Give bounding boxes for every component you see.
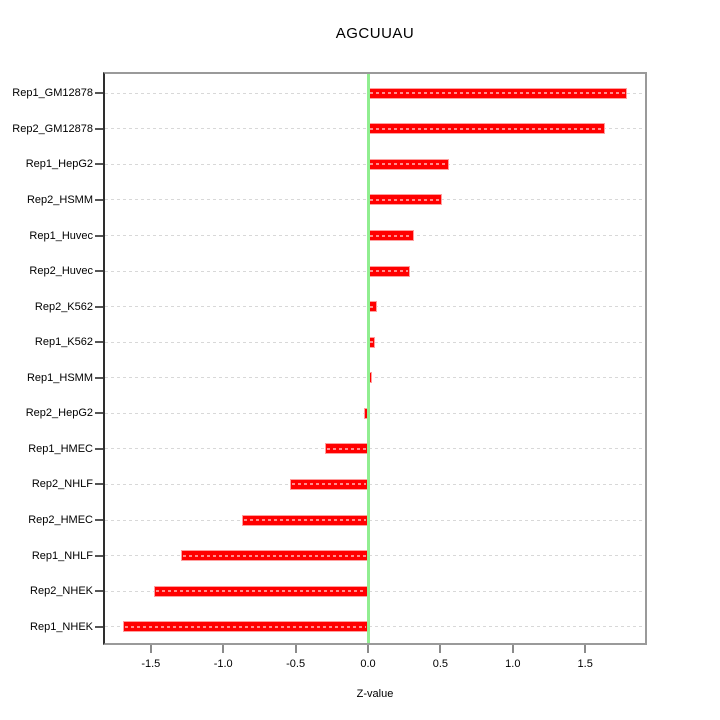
bar-Rep2_NHEK <box>153 585 368 597</box>
category-label: Rep1_Huvec <box>29 229 93 242</box>
y-tick-mark <box>95 234 103 237</box>
y-tick-mark <box>95 625 103 628</box>
gridline <box>105 412 645 414</box>
category-label: Rep2_GM12878 <box>12 122 93 135</box>
bar-Rep2_Huvec <box>368 265 410 277</box>
x-tick-mark <box>222 645 225 653</box>
category-label: Rep1_K562 <box>34 336 93 349</box>
x-tick-mark <box>149 645 152 653</box>
y-tick-mark <box>95 92 103 95</box>
category-label: Rep1_NHLF <box>31 549 93 562</box>
category-label: Rep1_HepG2 <box>25 158 93 171</box>
bar-Rep2_HMEC <box>242 514 368 526</box>
category-label: Rep2_K562 <box>34 300 93 313</box>
bar-Rep1_GM12878 <box>368 87 628 99</box>
category-label: Rep2_HMEC <box>28 514 93 527</box>
gridline <box>105 626 645 628</box>
x-tick-label: 0.5 <box>432 658 449 670</box>
x-tick-mark <box>511 645 514 653</box>
y-tick-mark <box>95 270 103 273</box>
chart-title: AGCUUAU <box>335 25 415 42</box>
y-tick-mark <box>95 483 103 486</box>
bar-Rep2_HSMM <box>368 194 442 206</box>
category-label: Rep1_GM12878 <box>12 87 93 100</box>
gridline <box>105 483 645 485</box>
x-tick-label: 0.0 <box>360 658 376 670</box>
category-label: Rep2_HepG2 <box>25 407 93 420</box>
category-label: Rep1_HSMM <box>26 371 93 384</box>
zero-reference-line <box>366 74 370 643</box>
y-tick-mark <box>95 447 103 450</box>
plot-area <box>103 72 647 645</box>
bar-Rep1_HepG2 <box>368 158 450 170</box>
category-label: Rep1_HMEC <box>28 442 93 455</box>
x-tick-mark <box>367 645 369 653</box>
y-tick-mark <box>95 519 103 522</box>
bar-Rep2_GM12878 <box>368 123 606 135</box>
y-tick-mark <box>95 341 103 344</box>
gridline <box>105 555 645 557</box>
category-label: Rep2_NHLF <box>31 478 93 491</box>
x-axis-title: Z-value <box>356 688 394 700</box>
y-tick-mark <box>95 590 103 593</box>
y-tick-mark <box>95 198 103 201</box>
bar-Rep1_NHEK <box>123 621 368 633</box>
gridline <box>105 448 645 450</box>
bar-Rep2_NHLF <box>289 478 368 490</box>
bar-Rep1_Huvec <box>368 230 415 242</box>
y-tick-mark <box>95 305 103 308</box>
bar-Rep1_HMEC <box>324 443 368 455</box>
category-label: Rep1_NHEK <box>30 620 93 633</box>
y-tick-mark <box>95 554 103 557</box>
gridline <box>105 377 645 379</box>
x-tick-label: 1.5 <box>577 658 593 670</box>
category-label: Rep2_HSMM <box>26 193 93 206</box>
y-tick-mark <box>95 376 103 379</box>
x-tick-mark <box>439 645 442 653</box>
category-label: Rep2_Huvec <box>29 265 93 278</box>
y-tick-mark <box>95 412 103 415</box>
category-label: Rep2_NHEK <box>30 585 93 598</box>
y-tick-mark <box>95 163 103 166</box>
x-tick-mark <box>584 645 587 653</box>
gridline <box>105 590 645 592</box>
bar-Rep1_NHLF <box>181 550 368 562</box>
x-tick-label: -1.0 <box>213 658 233 670</box>
y-tick-mark <box>95 127 103 130</box>
x-tick-label: 1.0 <box>505 658 521 670</box>
x-tick-label: -1.5 <box>141 658 161 670</box>
gridline <box>105 519 645 521</box>
x-tick-mark <box>294 645 297 653</box>
x-tick-label: -0.5 <box>286 658 306 670</box>
